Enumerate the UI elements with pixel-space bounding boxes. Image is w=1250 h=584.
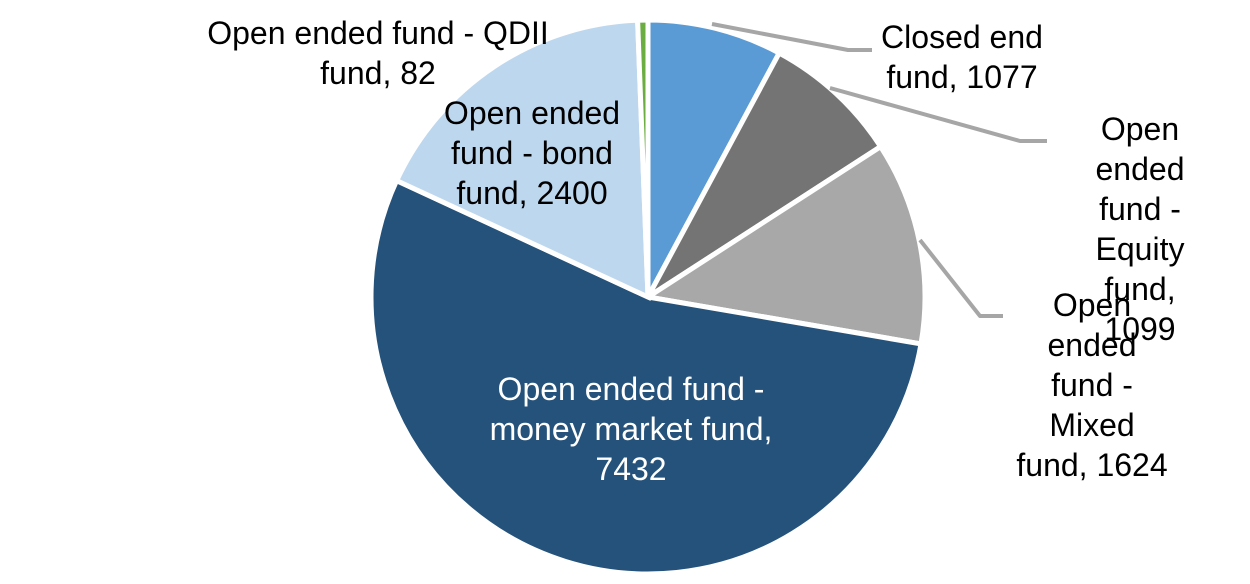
- pie-slice-closed-end-fund: [645, 17, 783, 299]
- data-label-equity-fund: Open ended fund - Equity fund, 1099: [1095, 111, 1185, 347]
- data-label-money-market-fund: Open ended fund - money market fund, 743…: [489, 371, 773, 487]
- leader-line-closed-end-fund: [711, 22, 872, 52]
- data-label-bond-fund: Open ended fund - bond fund, 2400: [443, 95, 621, 211]
- data-label-mixed-fund: Open ended fund - Mixed fund, 1624: [1016, 287, 1168, 483]
- leader-line-open-ended-equity-fund: [829, 86, 1047, 143]
- leader-line-open-ended-mixed-fund: [918, 238, 1003, 318]
- pie-slice-open-ended-qdii-fund: [635, 17, 651, 298]
- data-label-qdii-fund: Open ended fund - QDII fund, 82: [207, 15, 549, 91]
- pie-slice-open-ended-bond-fund: [393, 17, 651, 301]
- data-label-closed-end-fund: Closed end fund, 1077: [881, 19, 1043, 95]
- pie-slice-open-ended-money-market-fund: [368, 177, 924, 577]
- pie-slice-open-ended-equity-fund: [645, 49, 885, 300]
